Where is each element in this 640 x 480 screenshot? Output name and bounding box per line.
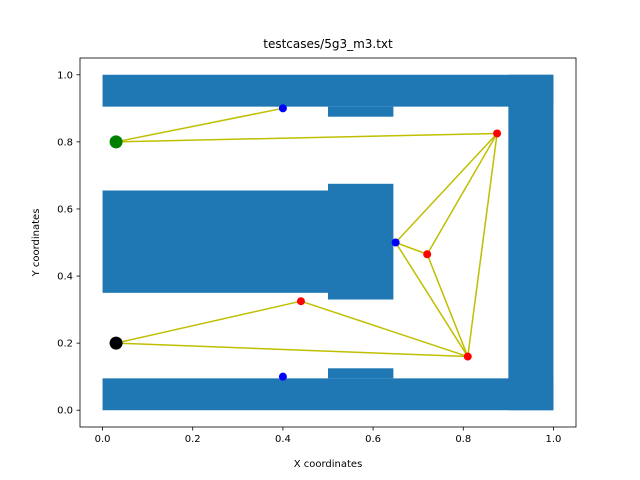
obstacle-1 <box>328 106 394 117</box>
node-start <box>109 135 123 149</box>
edge-b3-r2 <box>395 241 428 255</box>
node-goal <box>109 336 123 350</box>
plot-frame <box>79 57 577 428</box>
node-r3 <box>296 297 305 306</box>
y-axis-ticks: 0.0 0.2 0.4 0.6 0.8 1.0 <box>57 70 80 417</box>
edge-layer <box>115 107 498 358</box>
edge-r1-r4 <box>467 133 498 357</box>
edge-start-b1 <box>115 107 284 143</box>
edge-goal-r3 <box>115 300 302 344</box>
y-tick-label: 0.2 <box>57 339 73 350</box>
y-tick-label: 0.6 <box>57 204 73 215</box>
x-tick-label: 0.4 <box>275 434 291 445</box>
obstacle-2 <box>102 190 328 293</box>
x-axis-ticks: 0.0 0.2 0.4 0.6 0.8 1.0 <box>95 427 562 445</box>
chart-title: testcases/5g3_m3.txt <box>263 37 393 51</box>
node-b1 <box>278 104 287 113</box>
edge-r1-b3 <box>395 132 498 244</box>
obstacle-3 <box>328 183 394 300</box>
edge-start-r1 <box>116 132 498 143</box>
x-axis-label: X coordinates <box>294 459 363 470</box>
edge-b3-r4 <box>395 242 469 357</box>
x-tick-label: 0.2 <box>185 434 201 445</box>
edge-r2-r4 <box>426 253 469 357</box>
node-r4 <box>463 352 472 361</box>
node-layer <box>109 104 502 381</box>
edge-r1-r2 <box>426 133 498 255</box>
x-tick-label: 0.0 <box>95 434 111 445</box>
edge-goal-r4 <box>116 342 468 358</box>
node-r1 <box>493 129 502 138</box>
obstacle-layer <box>102 74 554 411</box>
obstacle-4 <box>102 378 554 411</box>
node-r2 <box>423 250 432 259</box>
y-tick-label: 1.0 <box>57 70 73 81</box>
y-tick-label: 0.4 <box>57 272 73 283</box>
x-tick-label: 1.0 <box>546 434 562 445</box>
x-tick-label: 0.6 <box>365 434 381 445</box>
edge-r3-r4 <box>300 300 469 358</box>
y-tick-label: 0.8 <box>57 137 73 148</box>
obstacle-6 <box>508 74 554 411</box>
y-axis-label: Y coordinates <box>31 209 42 278</box>
obstacle-0 <box>102 74 554 107</box>
y-tick-label: 0.0 <box>57 406 73 417</box>
node-b3 <box>391 238 400 247</box>
obstacle-5 <box>328 368 394 379</box>
x-tick-label: 0.8 <box>455 434 471 445</box>
node-b2 <box>278 372 287 381</box>
